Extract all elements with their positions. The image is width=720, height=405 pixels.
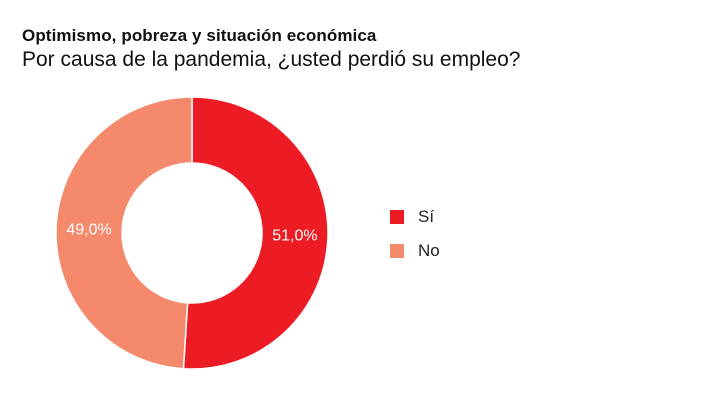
legend-swatch-no (390, 244, 404, 258)
legend-label-no: No (418, 241, 440, 260)
labels-layer: 51,0% 49,0% (66, 221, 317, 244)
legend-item-no: No (390, 234, 440, 268)
legend-swatch-si (390, 210, 404, 224)
data-label-no: 49,0% (66, 221, 111, 238)
legend-item-si: Sí (390, 200, 440, 234)
chart-legend: Sí No (390, 200, 440, 268)
data-label-si: 51,0% (272, 228, 317, 245)
slice-si (182, 96, 329, 370)
slice-no (55, 96, 193, 370)
chart-title: Optimismo, pobreza y situación económica (22, 26, 377, 45)
chart-subtitle: Por causa de la pandemia, ¿usted perdió … (22, 48, 521, 71)
slices-layer (55, 96, 329, 370)
legend-label-si: Sí (418, 207, 435, 226)
